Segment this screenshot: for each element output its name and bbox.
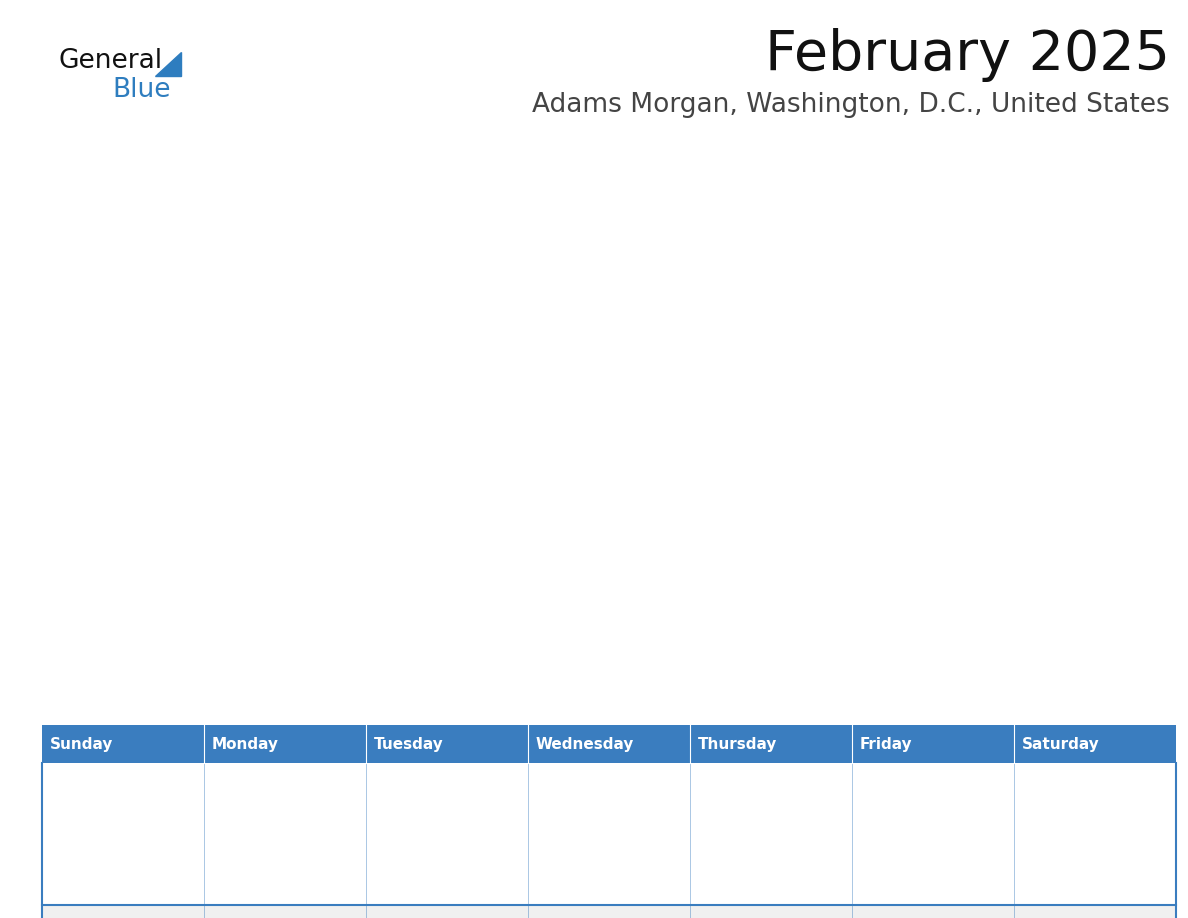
Text: Tuesday: Tuesday [374,736,444,752]
Polygon shape [154,52,181,76]
Text: Saturday: Saturday [1022,736,1100,752]
Bar [42,725,204,763]
Text: Adams Morgan, Washington, D.C., United States: Adams Morgan, Washington, D.C., United S… [532,92,1170,118]
Text: Sunday: Sunday [50,736,113,752]
Text: Blue: Blue [112,77,171,103]
Text: Friday: Friday [860,736,912,752]
Bar [690,725,852,763]
Bar [852,725,1015,763]
Text: Thursday: Thursday [699,736,777,752]
Text: General: General [58,48,162,74]
Text: Monday: Monday [211,736,279,752]
Bar [42,905,1176,918]
Bar [366,725,527,763]
Text: February 2025: February 2025 [765,28,1170,82]
Text: Wednesday: Wednesday [536,736,634,752]
Bar [204,725,366,763]
Bar [1015,725,1176,763]
Bar [527,725,690,763]
